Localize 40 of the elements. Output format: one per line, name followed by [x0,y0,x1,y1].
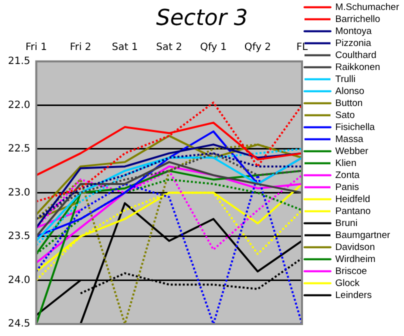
legend-label: Klien [335,158,356,169]
legend-label: Button [335,98,363,109]
y-tick-label: 21.5 [8,56,30,67]
legend-label: Massa [335,134,364,145]
legend-label: Wirdheim [335,254,376,265]
legend-label: Heidfeld [335,194,370,205]
legend-label: Alonso [335,86,364,97]
legend-label: Pantano [335,206,371,217]
y-tick-label: 23.0 [8,187,30,198]
legend-label: Barrichello [335,14,380,25]
x-tick-label: Sat 1 [112,42,138,53]
legend-label: Pizzonia [335,38,372,49]
legend-label: Sato [335,110,355,121]
x-tick-label: Fri 2 [70,42,92,53]
legend-label: Coulthard [335,50,376,61]
y-tick-label: 22.0 [8,100,30,111]
y-tick-label: 24.0 [8,274,30,286]
legend-label: Bruni [335,218,358,229]
legend-label: Montoya [335,26,372,37]
x-tick-label: FL [296,42,308,53]
legend-label: Briscoe [335,266,367,277]
x-tick-label: Qfy 2 [244,42,272,53]
legend-label: Panis [335,182,360,193]
legend-label: Raikkonen [335,62,380,73]
y-tick-label: 24.5 [8,318,30,330]
x-tick-label: Fri 1 [26,42,47,53]
legend-label: Davidson [335,242,375,253]
chart-title: Sector 3 [156,6,248,31]
legend-label: Webber [335,146,368,157]
x-tick-label: Sat 2 [156,42,182,53]
legend-label: Fisichella [335,122,376,133]
legend-label: Glock [335,278,360,289]
legend-label: Trulli [335,74,356,85]
x-tick-label: Qfy 1 [200,42,227,53]
legend-label: Leinders [335,290,372,301]
y-tick-label: 22.5 [8,144,30,155]
y-tick-label: 23.5 [8,231,30,242]
legend-label: M.Schumacher [335,2,400,13]
legend-label: Zonta [335,170,360,181]
legend-label: Baumgartner [335,230,390,241]
